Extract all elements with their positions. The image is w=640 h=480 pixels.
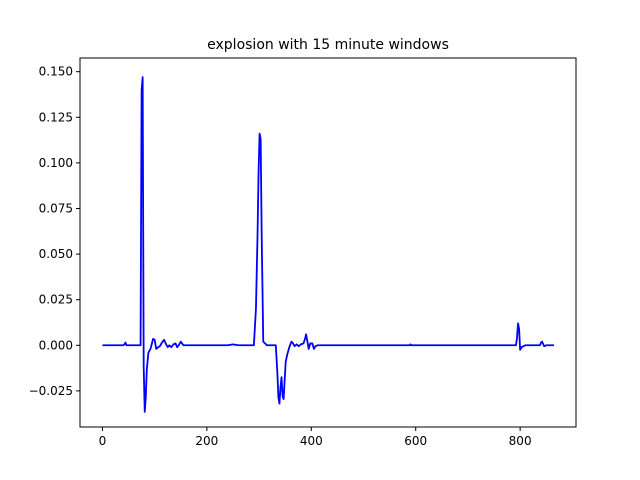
- y-tick-label: 0.000: [39, 338, 73, 352]
- y-tick-label: −0.025: [29, 384, 73, 398]
- series-line-0: [102, 76, 555, 413]
- y-tick-label: 0.050: [39, 247, 73, 261]
- x-tick-label: 200: [195, 434, 218, 448]
- x-tick-label: 400: [300, 434, 323, 448]
- axes-frame: [79, 57, 577, 428]
- y-tick-label: 0.150: [39, 65, 73, 79]
- y-tick-label: 0.100: [39, 156, 73, 170]
- x-tick-label: 800: [509, 434, 532, 448]
- y-tick-label: 0.025: [39, 293, 73, 307]
- y-axis: −0.025 0.000 0.025 0.050 0.075 0.100 0.125 0.15…: [29, 65, 80, 398]
- x-tick-label: 600: [404, 434, 427, 448]
- y-tick-label: 0.075: [39, 201, 73, 215]
- plot-area: [102, 76, 555, 413]
- x-tick-label: 0: [99, 434, 107, 448]
- x-axis: 0 200 400 600 800: [99, 427, 532, 448]
- chart-title: explosion with 15 minute windows: [207, 37, 449, 53]
- y-tick-label: 0.125: [39, 110, 73, 124]
